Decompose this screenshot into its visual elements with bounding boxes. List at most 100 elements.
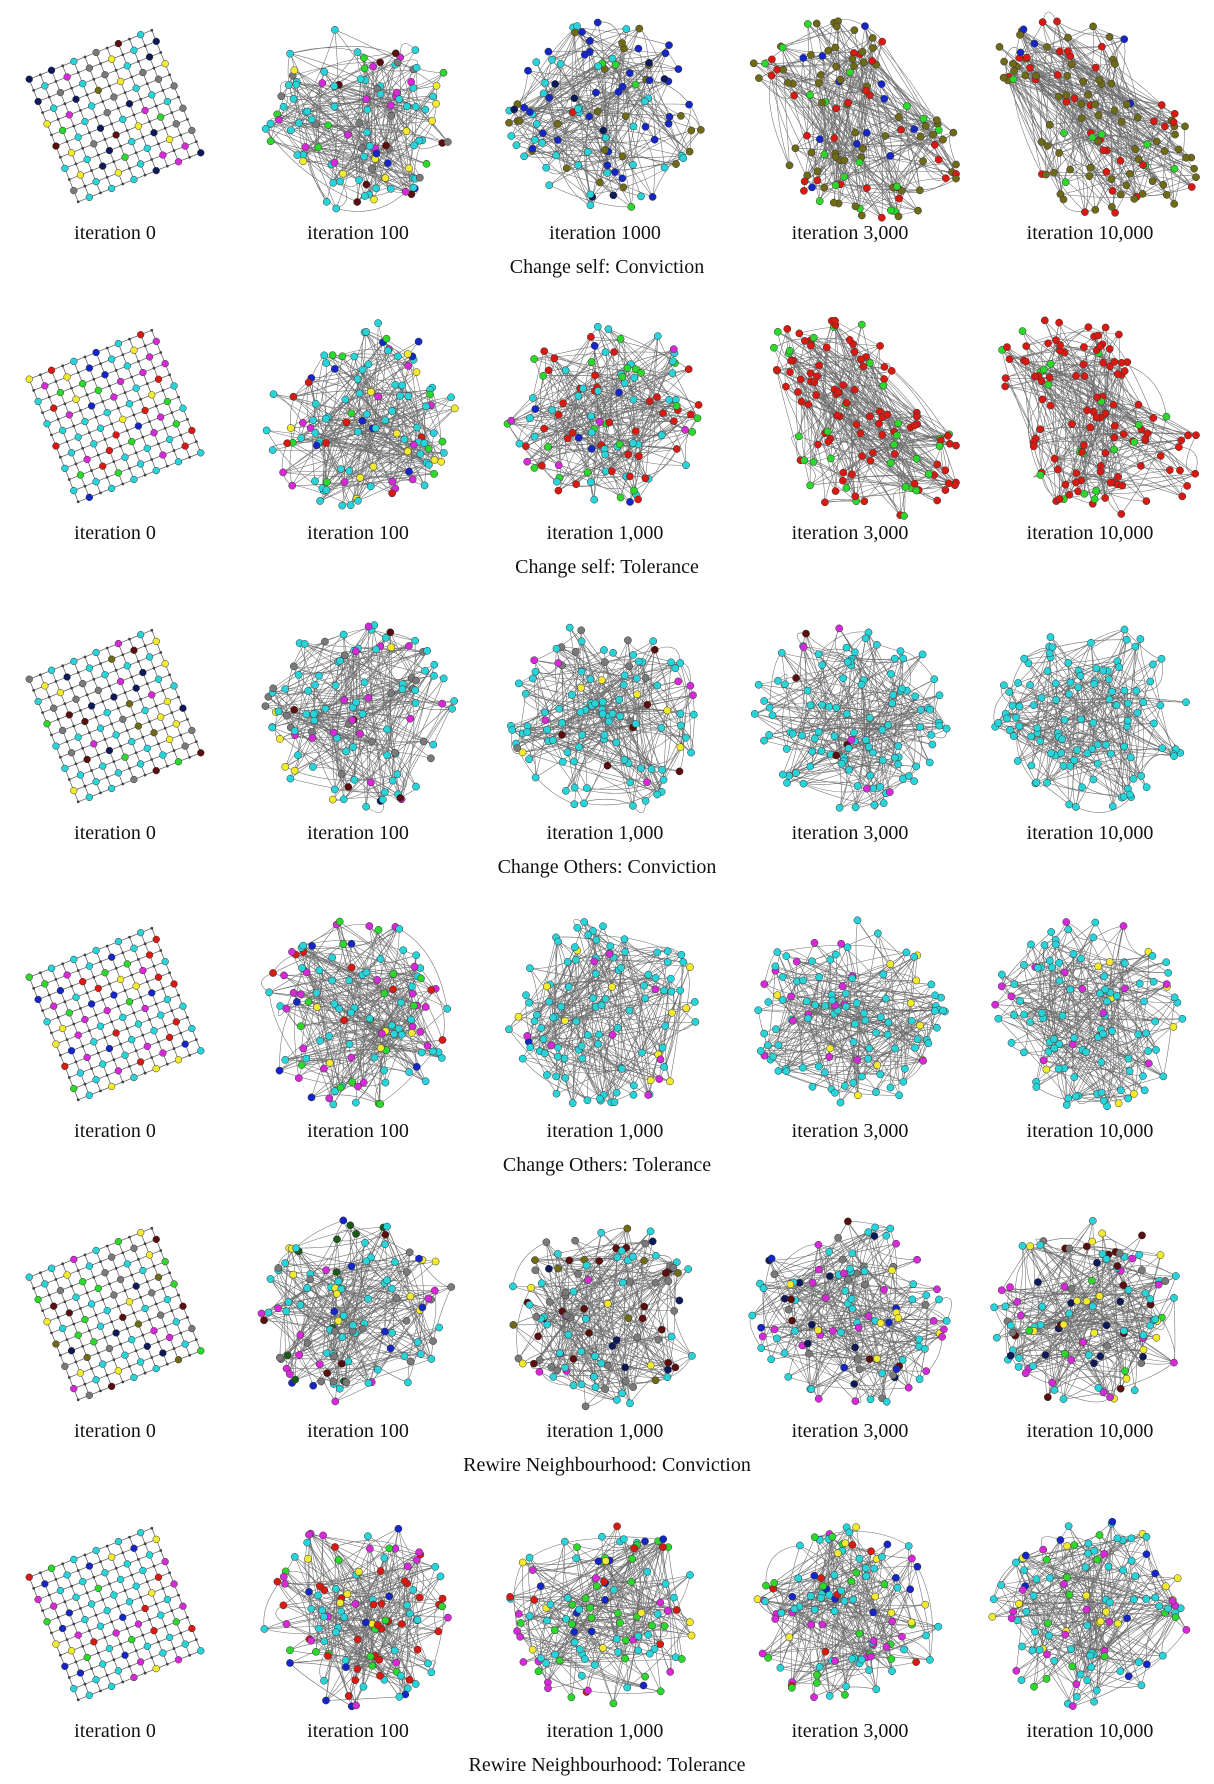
agent-node <box>72 1293 80 1301</box>
agent-node <box>1135 979 1144 988</box>
agent-node <box>1094 1384 1103 1392</box>
agent-node <box>1061 1630 1070 1639</box>
agent-node <box>320 1637 329 1646</box>
agent-node <box>67 149 76 157</box>
agent-node <box>1039 365 1048 374</box>
agent-node <box>1102 167 1111 176</box>
agent-node <box>999 681 1008 690</box>
agent-node <box>72 993 80 1001</box>
lattice-junction <box>148 1318 151 1321</box>
agent-node <box>868 57 877 65</box>
agent-node <box>92 1246 100 1255</box>
agent-node <box>765 731 773 739</box>
agent-node <box>438 437 447 446</box>
agent-node <box>1050 1656 1059 1665</box>
agent-node <box>877 213 886 222</box>
agent-node <box>525 1553 534 1562</box>
agent-node <box>885 788 894 796</box>
agent-node <box>340 1613 349 1621</box>
agent-node <box>783 779 791 787</box>
agent-node <box>853 916 862 925</box>
agent-node <box>1133 113 1142 122</box>
agent-node <box>366 1652 375 1661</box>
agent-node <box>121 453 129 461</box>
agent-node <box>1037 1009 1046 1017</box>
agent-node <box>429 1047 437 1056</box>
agent-node <box>295 119 303 127</box>
agent-node <box>125 700 134 708</box>
agent-node <box>1120 367 1129 375</box>
lattice-junction <box>81 1044 85 1048</box>
agent-node <box>1026 1242 1034 1251</box>
agent-node <box>574 433 583 442</box>
agent-node <box>1032 1083 1041 1091</box>
agent-node <box>307 115 316 124</box>
agent-node <box>107 1082 116 1091</box>
agent-node <box>876 1013 885 1021</box>
agent-node <box>790 91 798 100</box>
agent-node <box>864 1054 872 1063</box>
agent-node <box>637 368 645 377</box>
agent-node <box>299 941 308 950</box>
agent-node <box>447 393 455 402</box>
agent-node <box>92 1376 100 1384</box>
agent-node <box>123 62 131 70</box>
agent-node <box>513 744 522 752</box>
agent-node <box>337 465 345 473</box>
agent-node <box>619 183 628 192</box>
agent-node <box>1122 100 1131 109</box>
agent-node <box>585 112 594 121</box>
agent-node <box>526 108 534 116</box>
lattice-junction <box>145 980 149 984</box>
agent-node <box>336 1083 345 1092</box>
agent-node <box>116 677 125 686</box>
agent-node <box>1068 1662 1077 1671</box>
agent-node <box>831 181 840 190</box>
agent-node <box>516 1632 524 1641</box>
agent-node <box>67 1647 76 1655</box>
lattice-junction <box>132 1311 136 1315</box>
agent-node <box>1090 100 1099 109</box>
agent-node <box>304 1554 312 1563</box>
lattice-junction <box>163 1024 167 1028</box>
agent-node <box>1178 492 1187 501</box>
agent-node <box>591 1352 599 1361</box>
panel-caption: iteration 0 <box>74 822 156 844</box>
agent-node <box>1131 642 1140 651</box>
agent-node <box>803 1339 812 1348</box>
agent-node <box>121 1651 129 1659</box>
agent-node <box>1090 1329 1099 1337</box>
agent-node <box>577 626 586 635</box>
agent-node <box>791 144 800 153</box>
agent-node <box>108 55 116 63</box>
agent-node <box>844 98 852 107</box>
agent-node <box>399 946 408 955</box>
agent-node <box>541 79 549 87</box>
agent-node <box>663 706 672 715</box>
agent-node <box>1094 111 1103 120</box>
agent-node <box>855 1365 864 1374</box>
lattice-junction <box>150 1226 154 1230</box>
agent-node <box>1106 1393 1114 1402</box>
agent-node <box>330 785 339 794</box>
lattice-junction <box>165 164 169 168</box>
agent-node <box>152 1664 160 1673</box>
agent-node <box>1123 1614 1131 1623</box>
network-panel <box>5 1506 225 1724</box>
agent-node <box>799 976 807 985</box>
lattice-junction <box>81 446 85 450</box>
lattice-junction <box>47 695 51 699</box>
agent-node <box>524 66 532 75</box>
agent-node <box>1022 342 1031 350</box>
agent-node <box>1055 149 1063 157</box>
agent-node <box>804 400 813 409</box>
network-graph <box>991 918 1187 1111</box>
lattice-junction <box>92 77 96 81</box>
agent-node <box>787 1295 795 1304</box>
agent-node <box>648 1237 657 1246</box>
lattice-junction <box>141 135 145 139</box>
agent-node <box>1092 487 1101 495</box>
agent-node <box>691 1018 700 1026</box>
agent-node <box>1027 940 1035 949</box>
agent-node <box>595 1257 604 1265</box>
